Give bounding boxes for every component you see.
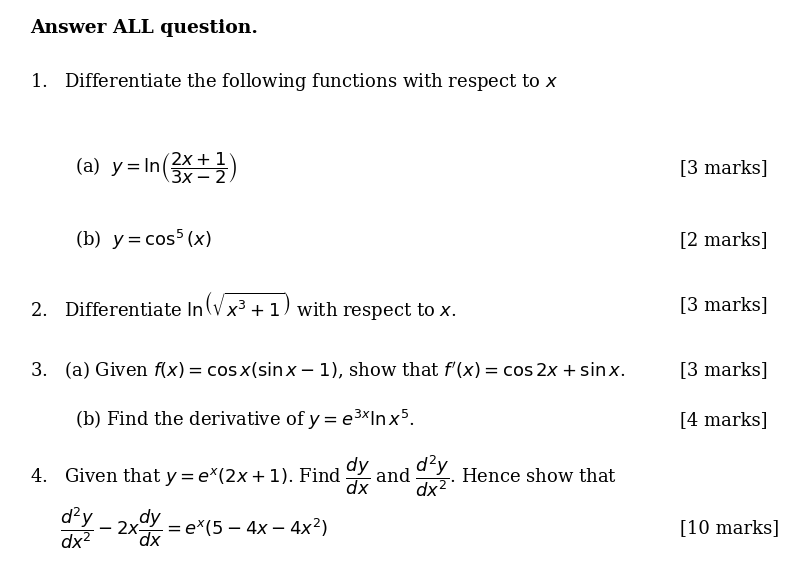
Text: [3 marks]: [3 marks] xyxy=(680,296,767,314)
Text: (a)  $y = \ln\!\left(\dfrac{2x+1}{3x-2}\right)$: (a) $y = \ln\!\left(\dfrac{2x+1}{3x-2}\r… xyxy=(75,150,238,186)
Text: (b)  $y = \cos^5(x)$: (b) $y = \cos^5(x)$ xyxy=(75,228,211,252)
Text: Answer ALL question.: Answer ALL question. xyxy=(30,19,258,37)
Text: $\dfrac{d^2y}{dx^2} - 2x\dfrac{dy}{dx} = e^x(5 - 4x - 4x^2)$: $\dfrac{d^2y}{dx^2} - 2x\dfrac{dy}{dx} =… xyxy=(60,505,328,551)
Text: [2 marks]: [2 marks] xyxy=(680,231,767,249)
Text: [10 marks]: [10 marks] xyxy=(680,519,779,537)
Text: [3 marks]: [3 marks] xyxy=(680,159,767,177)
Text: 2.   Differentiate $\ln\!\left(\sqrt{x^3+1}\right)$ with respect to $x$.: 2. Differentiate $\ln\!\left(\sqrt{x^3+1… xyxy=(30,288,457,321)
Text: (b) Find the derivative of $y = e^{3x}\ln x^5$.: (b) Find the derivative of $y = e^{3x}\l… xyxy=(75,408,415,432)
Text: [4 marks]: [4 marks] xyxy=(680,411,767,429)
Text: [3 marks]: [3 marks] xyxy=(680,361,767,379)
Text: 3.   (a) Given $f(x) = \cos x(\sin x - 1)$, show that $f'(x) = \cos 2x + \sin x$: 3. (a) Given $f(x) = \cos x(\sin x - 1)$… xyxy=(30,359,626,381)
Text: 4.   Given that $y = e^x(2x+1)$. Find $\dfrac{dy}{dx}$ and $\dfrac{d^2y}{dx^2}$.: 4. Given that $y = e^x(2x+1)$. Find $\df… xyxy=(30,453,617,499)
Text: 1.   Differentiate the following functions with respect to $x$: 1. Differentiate the following functions… xyxy=(30,71,558,93)
